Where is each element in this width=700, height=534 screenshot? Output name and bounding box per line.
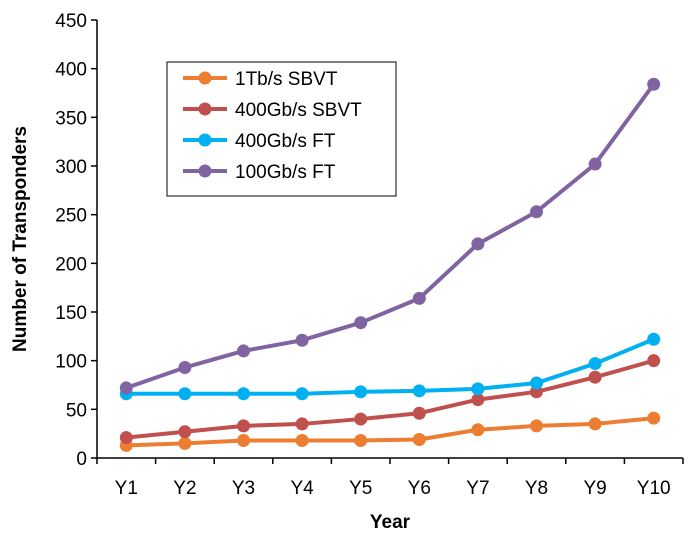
data-point — [412, 384, 426, 398]
x-tick-label: Y7 — [466, 478, 489, 499]
data-point — [237, 433, 250, 447]
data-point — [647, 332, 661, 346]
legend-label: 400Gb/s SBVT — [235, 100, 362, 121]
x-tick-label: Y9 — [583, 478, 606, 499]
data-point — [471, 237, 485, 251]
y-tick-label: 50 — [66, 400, 87, 421]
data-point — [647, 77, 661, 91]
data-point — [178, 360, 192, 374]
data-point — [530, 376, 543, 390]
data-point — [178, 425, 192, 439]
legend-item: 1Tb/s SBVT — [183, 69, 338, 90]
x-tick-label: Y10 — [637, 478, 671, 499]
data-point — [471, 423, 485, 437]
x-tick-label: Y8 — [525, 478, 548, 499]
data-point — [237, 387, 250, 401]
legend-items: 1Tb/s SBVT 400Gb/s SBVT 400Gb/s FT 100Gb/s … — [183, 69, 362, 183]
data-point — [588, 157, 602, 171]
data-point — [237, 344, 250, 358]
data-point — [471, 393, 485, 407]
legend-label: 400Gb/s FT — [235, 131, 336, 152]
data-point — [588, 370, 602, 384]
x-tick-label: Y3 — [232, 478, 255, 499]
data-point — [295, 333, 309, 347]
data-point — [530, 419, 543, 433]
data-point — [295, 417, 309, 431]
legend-swatch-marker — [198, 133, 212, 147]
x-tick-label: Y1 — [115, 478, 138, 499]
data-point — [412, 433, 426, 447]
y-tick-label: 100 — [55, 352, 87, 373]
data-point — [647, 354, 661, 368]
y-axis-title: Number of Transponders — [10, 126, 31, 352]
data-point — [471, 382, 485, 396]
series-line — [126, 358, 655, 440]
data-point — [588, 417, 602, 431]
y-tick-label: 350 — [55, 108, 87, 129]
data-point — [530, 205, 543, 219]
series-layer — [119, 77, 661, 452]
legend-item: 400Gb/s FT — [183, 131, 336, 152]
x-tick-label: Y4 — [290, 478, 314, 499]
data-point — [354, 385, 368, 399]
y-tick-label: 450 — [55, 11, 87, 32]
x-axis-ticks: Y1 Y2 Y3 Y4 Y5 Y6 Y7 Y8 Y9 Y10 — [96, 458, 684, 499]
legend-swatch-marker — [198, 164, 212, 178]
x-tick-label: Y5 — [349, 478, 372, 499]
data-point — [412, 406, 426, 420]
x-axis-title: Year — [370, 512, 411, 533]
legend-item: 400Gb/s SBVT — [183, 100, 362, 121]
x-tick-label: Y6 — [408, 478, 431, 499]
data-point — [354, 433, 368, 447]
data-point — [295, 433, 309, 447]
series-1 — [119, 354, 661, 445]
x-tick-label: Y2 — [173, 478, 196, 499]
data-point — [237, 419, 250, 433]
y-tick-label: 400 — [55, 60, 87, 81]
data-point — [647, 411, 661, 425]
y-tick-label: 300 — [55, 157, 87, 178]
legend-label: 100Gb/s FT — [235, 162, 336, 183]
series-line — [126, 337, 655, 396]
y-tick-label: 250 — [55, 206, 87, 227]
legend-item: 100Gb/s FT — [183, 162, 336, 183]
legend-swatch-marker — [198, 102, 212, 116]
data-point — [412, 291, 426, 305]
data-point — [354, 412, 368, 426]
data-point — [119, 431, 133, 445]
series-line — [126, 416, 654, 448]
series-2 — [119, 332, 661, 401]
data-point — [178, 387, 192, 401]
data-point — [119, 381, 133, 395]
data-point — [178, 436, 192, 450]
y-tick-label: 200 — [55, 254, 87, 275]
legend-swatch-marker — [198, 71, 212, 85]
data-point — [295, 387, 309, 401]
data-point — [588, 357, 602, 371]
y-tick-label: 150 — [55, 303, 87, 324]
y-tick-label: 0 — [76, 449, 87, 470]
series-3 — [119, 77, 661, 395]
legend-label: 1Tb/s SBVT — [235, 69, 338, 90]
data-point — [354, 316, 368, 330]
y-axis-ticks: 0 50 100 150 200 250 300 350 400 450 — [55, 11, 97, 470]
series-line — [125, 83, 656, 390]
